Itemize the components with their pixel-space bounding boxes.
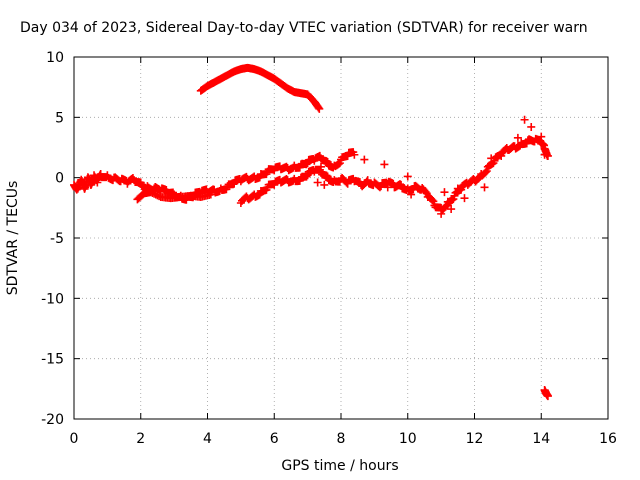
data-point [136, 178, 145, 187]
data-point [482, 167, 491, 176]
y-tick-label: -5 [50, 231, 64, 247]
x-tick-label: 6 [270, 431, 279, 447]
chart-title: Day 034 of 2023, Sidereal Day-to-day VTE… [20, 20, 588, 36]
x-tick-label: 10 [399, 431, 417, 447]
data-point [429, 197, 438, 206]
data-point [334, 159, 343, 168]
data-point [537, 132, 546, 141]
x-tick-label: 12 [466, 431, 484, 447]
data-point [313, 178, 322, 187]
data-point [527, 122, 536, 131]
data-point [380, 160, 389, 169]
data-point [360, 155, 369, 164]
data-point [481, 168, 490, 177]
x-tick-label: 16 [599, 431, 617, 447]
data-point [413, 184, 422, 193]
data-point [453, 184, 462, 193]
data-point [323, 157, 332, 166]
series-lower-branch [133, 188, 215, 204]
data-point [363, 177, 372, 186]
data-point [441, 202, 450, 211]
y-tick-label: 5 [55, 110, 64, 126]
x-tick-label: 4 [203, 431, 212, 447]
y-axis-label: SDTVAR / TECUs [5, 181, 21, 296]
data-point [437, 209, 446, 218]
data-point [302, 172, 311, 181]
x-tick-label: 0 [70, 431, 79, 447]
y-tick-label: -15 [41, 352, 64, 368]
axes [73, 56, 609, 420]
tick-labels: 0 2 4 6 8 10 12 14 16 -20 -15 -10 -5 0 5 10 [41, 50, 617, 447]
y-tick-label: 0 [55, 171, 64, 187]
y-tick-label: -10 [41, 291, 64, 307]
data-point [375, 183, 384, 192]
series-spikes [313, 115, 549, 218]
data-point [407, 190, 416, 199]
x-axis-label: GPS time / hours [281, 458, 398, 474]
data-point [335, 159, 344, 168]
data-point [383, 183, 392, 192]
y-tick-label: 10 [46, 50, 64, 66]
series-upper-arc [196, 63, 324, 113]
data-point [320, 180, 329, 189]
data-point [447, 205, 456, 214]
data-point [323, 172, 332, 181]
data-points [70, 63, 552, 401]
data-point [540, 150, 549, 159]
data-point [421, 187, 430, 196]
data-point [315, 104, 324, 113]
grid [74, 57, 608, 419]
data-point [403, 172, 412, 181]
data-point [440, 188, 449, 197]
data-point [460, 194, 469, 203]
data-point [428, 196, 437, 205]
data-point [314, 103, 323, 112]
x-tick-label: 8 [337, 431, 346, 447]
y-tick-label: -20 [41, 412, 64, 428]
data-point [302, 160, 311, 169]
series-outlier [540, 386, 552, 401]
data-point [520, 115, 529, 124]
data-point [206, 190, 215, 199]
data-point [543, 392, 552, 401]
data-point [322, 171, 331, 180]
data-point [316, 162, 325, 171]
data-point [513, 133, 522, 142]
data-point [480, 183, 489, 192]
data-point [487, 154, 496, 163]
data-point [350, 150, 359, 159]
data-point [322, 157, 331, 166]
x-tick-label: 14 [532, 431, 550, 447]
x-tick-label: 2 [136, 431, 145, 447]
